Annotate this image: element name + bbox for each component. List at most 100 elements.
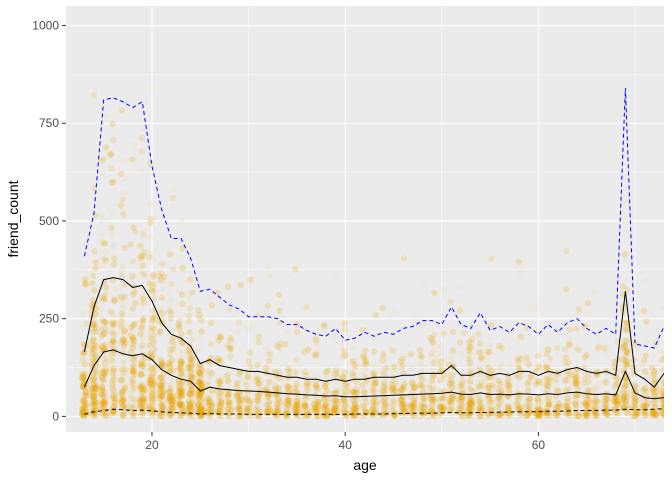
scatter-point (188, 407, 195, 414)
scatter-point (209, 372, 216, 379)
scatter-point (431, 346, 438, 354)
scatter-point (92, 407, 100, 415)
scatter-point (109, 210, 117, 217)
scatter-point (323, 405, 331, 413)
scatter-point (536, 381, 543, 388)
scatter-point (659, 397, 664, 404)
scatter-point (137, 393, 145, 400)
scatter-point (120, 265, 127, 272)
scatter-point (254, 373, 261, 381)
scatter-point (457, 381, 465, 388)
scatter-point (303, 384, 310, 391)
scatter-point (198, 404, 205, 411)
scatter-point (487, 406, 495, 413)
scatter-point (179, 380, 187, 387)
scatter-point (561, 394, 569, 401)
scatter-point (620, 343, 628, 350)
scatter-point (331, 274, 339, 281)
scatter-point (515, 361, 522, 369)
scatter-point (292, 376, 299, 383)
scatter-point (535, 363, 543, 370)
scatter-point (140, 398, 147, 405)
scatter-point (148, 398, 155, 405)
scatter-point (565, 376, 572, 383)
scatter-point (194, 403, 202, 410)
scatter-point (186, 354, 193, 361)
scatter-point (497, 364, 505, 372)
scatter-point (420, 322, 427, 329)
scatter-point (495, 365, 502, 373)
scatter-point (266, 401, 273, 408)
scatter-point (610, 412, 617, 419)
scatter-point (593, 398, 601, 405)
scatter-point (147, 374, 154, 382)
scatter-point (353, 403, 361, 411)
scatter-point (137, 167, 145, 174)
scatter-point (477, 406, 484, 413)
scatter-point (361, 365, 369, 372)
scatter-point (488, 383, 495, 391)
scatter-point (265, 391, 272, 399)
scatter-point (150, 336, 157, 343)
scatter-point (518, 402, 525, 410)
scatter-point (117, 268, 125, 275)
scatter-point (398, 399, 405, 407)
scatter-point (80, 309, 87, 316)
scatter-point (620, 405, 628, 412)
scatter-point (177, 355, 184, 362)
scatter-point (167, 365, 174, 373)
scatter-point (186, 400, 193, 408)
scatter-point (545, 397, 553, 404)
scatter-point (484, 354, 491, 361)
scatter-point (264, 263, 272, 271)
scatter-point (436, 342, 443, 349)
scatter-point (166, 365, 173, 372)
scatter-point (188, 385, 196, 392)
scatter-point (334, 409, 342, 416)
scatter-point (622, 199, 629, 207)
scatter-point (81, 266, 88, 274)
scatter-point (185, 400, 192, 408)
scatter-point (226, 407, 233, 415)
scatter-point (389, 309, 396, 316)
scatter-point (438, 402, 446, 409)
scatter-point (543, 409, 550, 416)
scatter-point (331, 401, 338, 408)
scatter-point (632, 396, 639, 403)
scatter-point (459, 402, 466, 409)
scatter-point (121, 399, 129, 407)
scatter-point (157, 378, 164, 385)
scatter-point (534, 401, 541, 408)
scatter-point (467, 379, 474, 386)
scatter-point (147, 234, 154, 241)
scatter-point (266, 272, 273, 280)
scatter-point (100, 372, 107, 379)
scatter-point (629, 409, 637, 416)
scatter-point (138, 293, 146, 300)
scatter-point (546, 346, 553, 353)
scatter-point (663, 387, 664, 393)
scatter-point (566, 334, 573, 341)
scatter-point (102, 395, 109, 403)
scatter-point (411, 314, 419, 321)
scatter-point (110, 374, 117, 381)
scatter-point (109, 373, 117, 380)
scatter-point (189, 384, 196, 391)
scatter-point (485, 384, 492, 391)
scatter-point (120, 378, 128, 385)
scatter-point (286, 364, 293, 371)
scatter-point (91, 382, 98, 389)
scatter-point (371, 333, 378, 341)
scatter-point (544, 364, 551, 371)
scatter-point (159, 385, 167, 392)
scatter-point (216, 392, 223, 400)
scatter-point (100, 217, 107, 225)
scatter-point (255, 407, 262, 415)
scatter-point (82, 281, 89, 289)
scatter-point (82, 388, 89, 395)
scatter-point (388, 402, 395, 410)
scatter-point (100, 403, 108, 410)
scatter-point (421, 404, 428, 411)
scatter-point (516, 354, 523, 361)
